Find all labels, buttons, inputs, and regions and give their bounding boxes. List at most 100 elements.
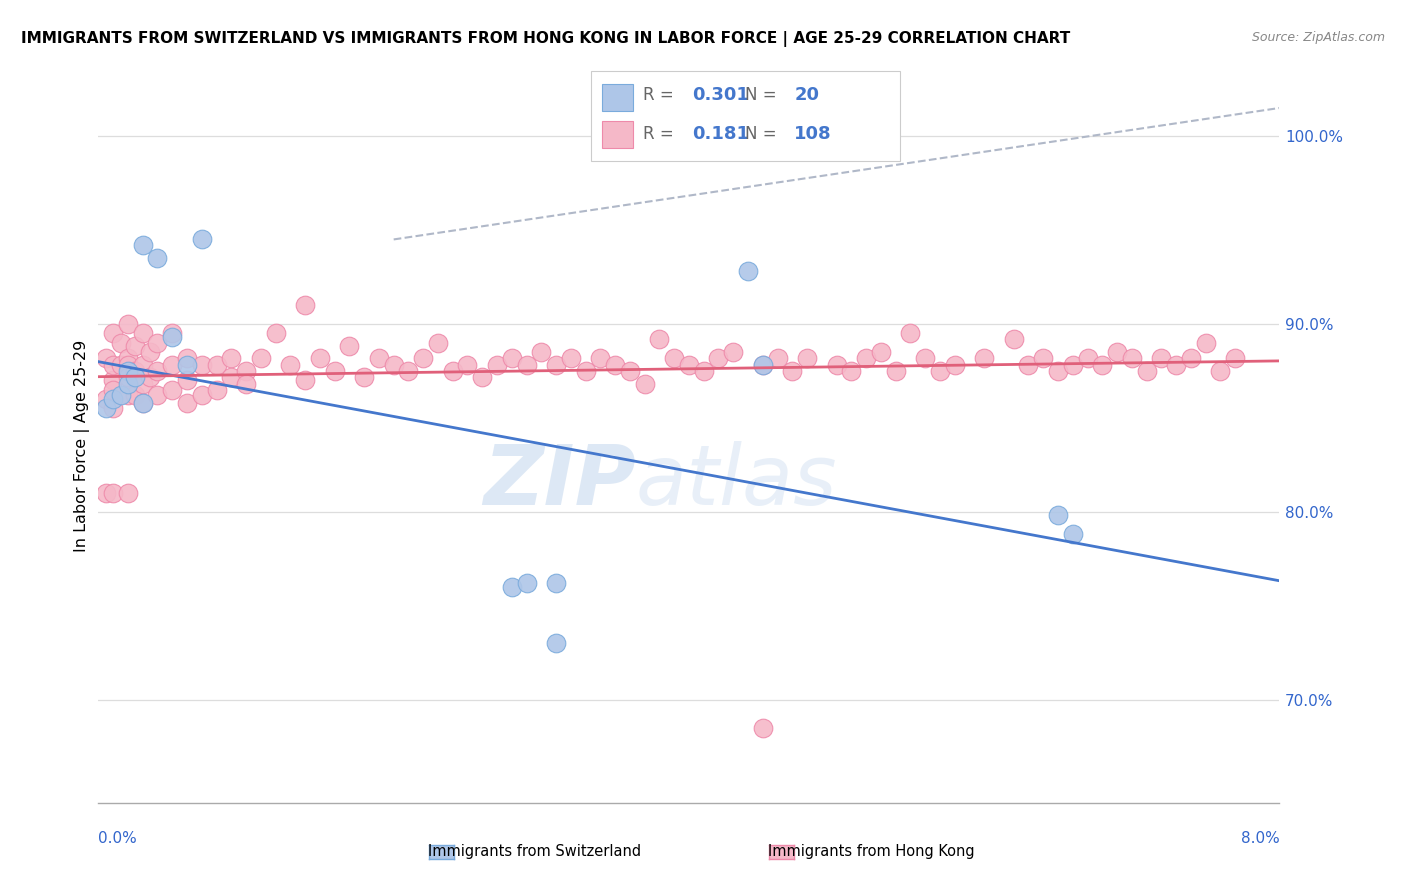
Point (132, 238, 155, 252)
Point (146, 364, 169, 378)
Point (678, 358, 700, 372)
Point (1180, 351, 1202, 365)
Point (294, 298, 316, 312)
Point (1046, 508, 1069, 523)
Point (737, 264, 759, 278)
Point (382, 358, 405, 372)
Point (1150, 351, 1173, 365)
Point (176, 358, 198, 372)
Point (619, 364, 641, 378)
Point (471, 369, 494, 384)
Point (235, 364, 257, 378)
Y-axis label: In Labor Force | Age 25-29: In Labor Force | Age 25-29 (75, 340, 90, 552)
Point (943, 358, 966, 372)
Point (103, 383, 125, 397)
Point (825, 358, 848, 372)
Point (94, 351, 117, 365)
Point (1105, 345, 1128, 359)
Text: R =: R = (643, 125, 679, 143)
Point (103, 401, 125, 416)
Point (441, 364, 464, 378)
Text: 8.0%: 8.0% (1240, 831, 1279, 847)
Point (751, 721, 773, 735)
Point (1091, 358, 1114, 372)
Point (839, 364, 862, 378)
Point (278, 358, 302, 372)
Point (1135, 364, 1157, 378)
Point (110, 358, 132, 372)
Point (117, 369, 139, 384)
Point (1062, 358, 1084, 372)
Point (648, 332, 671, 346)
Point (515, 358, 537, 372)
Point (456, 358, 478, 372)
Point (396, 364, 419, 378)
Point (139, 369, 162, 384)
Point (884, 364, 907, 378)
Point (605, 358, 627, 372)
Point (94, 401, 117, 416)
Text: Source: ZipAtlas.com: Source: ZipAtlas.com (1251, 31, 1385, 45)
Point (796, 351, 818, 365)
Point (117, 317, 139, 331)
Point (515, 576, 537, 591)
Point (1209, 364, 1232, 378)
Point (693, 364, 716, 378)
Point (176, 351, 198, 365)
Point (124, 388, 146, 402)
Point (117, 351, 139, 365)
Point (664, 351, 686, 365)
Point (162, 326, 183, 341)
Point (1121, 351, 1143, 365)
Point (782, 364, 804, 378)
Point (869, 345, 891, 359)
Point (973, 351, 995, 365)
Point (103, 392, 125, 406)
Point (94, 486, 117, 500)
Point (1017, 358, 1039, 372)
Point (633, 377, 655, 392)
Point (367, 351, 389, 365)
Point (162, 383, 183, 397)
Point (124, 339, 146, 353)
Point (707, 351, 730, 365)
Point (162, 358, 183, 372)
Point (501, 351, 523, 365)
Point (751, 358, 773, 372)
Text: atlas: atlas (636, 442, 838, 522)
Point (353, 369, 375, 384)
Point (205, 383, 228, 397)
Point (191, 232, 214, 246)
Point (485, 358, 508, 372)
Point (176, 373, 198, 387)
Point (191, 358, 214, 372)
Point (501, 580, 523, 594)
Point (412, 351, 434, 365)
Point (205, 358, 228, 372)
Point (117, 364, 139, 378)
Point (751, 358, 773, 372)
Point (721, 345, 744, 359)
Point (132, 396, 155, 410)
Point (1046, 364, 1069, 378)
Point (928, 364, 950, 378)
Point (110, 335, 132, 350)
Point (146, 251, 169, 265)
Point (294, 373, 316, 387)
Point (855, 351, 877, 365)
Point (219, 369, 242, 384)
Text: N =: N = (745, 87, 782, 104)
Text: IMMIGRANTS FROM SWITZERLAND VS IMMIGRANTS FROM HONG KONG IN LABOR FORCE | AGE 25: IMMIGRANTS FROM SWITZERLAND VS IMMIGRANT… (21, 31, 1070, 47)
Text: 0.301: 0.301 (692, 87, 748, 104)
Point (103, 373, 125, 387)
Point (546, 358, 568, 372)
Point (308, 351, 332, 365)
Point (219, 351, 242, 365)
Point (139, 345, 162, 359)
Point (132, 377, 155, 392)
Point (103, 486, 125, 500)
Text: 0.0%: 0.0% (98, 831, 138, 847)
Point (1077, 351, 1099, 365)
Point (560, 351, 582, 365)
Point (146, 388, 169, 402)
